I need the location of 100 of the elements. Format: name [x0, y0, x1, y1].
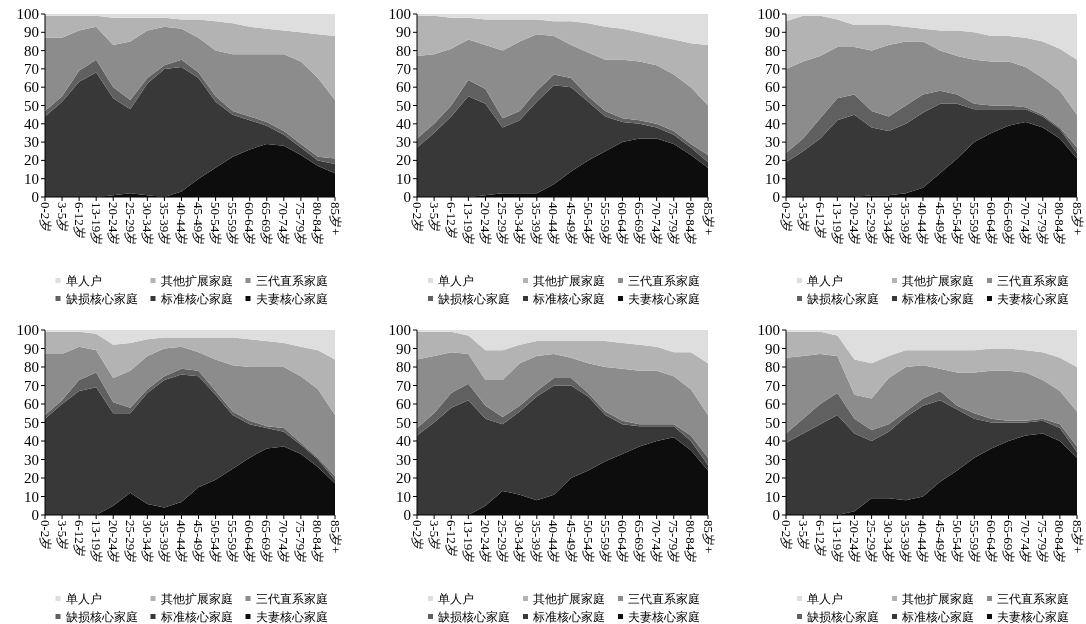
x-tick-label: 0-2岁 [778, 202, 794, 233]
x-tick-label: 30-34岁 [512, 520, 528, 564]
x-tick-label: 6-12岁 [812, 202, 828, 239]
legend-label: 标准核心家庭 [901, 610, 974, 624]
legend-label: 缺损核心家庭 [438, 610, 510, 624]
x-tick-label: 80-84岁 [683, 520, 699, 564]
x-tick-label: 20-24岁 [105, 520, 121, 564]
y-tick-label: 90 [765, 340, 780, 357]
y-tick-label: 90 [24, 24, 39, 41]
x-tick-label: 75-79岁 [666, 202, 682, 246]
x-tick-label: 40-44岁 [915, 202, 931, 246]
x-tick-label: 45-49岁 [191, 202, 207, 246]
y-tick-label: 80 [24, 359, 39, 375]
x-tick-label: 30-34岁 [139, 520, 155, 564]
x-tick-label: 35-39岁 [156, 202, 172, 246]
x-tick-label: 35-39岁 [529, 202, 545, 246]
x-tick-label: 6-12岁 [71, 202, 87, 239]
y-tick-label: 0 [772, 507, 780, 523]
x-tick-label: 80-84岁 [310, 202, 326, 246]
x-tick-label: 75-79岁 [1035, 202, 1051, 246]
x-tick-label: 85岁+ [700, 520, 716, 554]
y-tick-label: 50 [396, 414, 411, 431]
x-tick-label: 25-29岁 [864, 202, 880, 246]
x-tick-label: 80-84岁 [1052, 202, 1068, 246]
legend-label: 其他扩展家庭 [902, 592, 974, 606]
y-tick-label: 60 [24, 79, 39, 96]
y-tick-label: 80 [396, 359, 411, 375]
x-tick-label: 75-79岁 [293, 202, 309, 246]
y-tick-label: 30 [396, 134, 411, 151]
y-tick-label: 90 [24, 340, 39, 357]
x-tick-label: 25-29岁 [122, 520, 138, 564]
y-tick-label: 80 [765, 42, 780, 59]
x-tick-label: 6-12岁 [71, 520, 87, 557]
legend-label: 标准核心家庭 [159, 292, 233, 306]
x-tick-label: 3-5岁 [795, 520, 811, 551]
x-tick-label: 75-79岁 [293, 520, 309, 564]
y-tick-label: 40 [24, 433, 39, 449]
y-tick-label: 10 [396, 488, 411, 505]
y-tick-label: 10 [396, 170, 411, 187]
x-tick-label: 0-2岁 [37, 520, 53, 551]
x-tick-label: 75-79岁 [1035, 520, 1051, 564]
x-tick-label: 70-74岁 [1018, 202, 1034, 246]
x-tick-label: 6-12岁 [812, 520, 828, 557]
y-tick-label: 30 [24, 134, 39, 151]
x-tick-label: 40-44岁 [546, 202, 562, 246]
x-tick-label: 70-74岁 [276, 202, 292, 246]
x-tick-label: 85岁+ [327, 202, 343, 236]
legend-label: 缺损核心家庭 [807, 292, 879, 306]
y-tick-label: 30 [765, 451, 780, 468]
x-tick-label: 50-54岁 [949, 520, 965, 564]
y-tick-label: 30 [765, 134, 780, 151]
x-tick-label: 0-2岁 [409, 520, 425, 551]
y-tick-label: 90 [765, 24, 780, 41]
y-tick-label: 80 [24, 42, 39, 59]
x-tick-label: 0-2岁 [37, 202, 53, 233]
legend-label: 其他扩展家庭 [902, 274, 974, 288]
y-tick-label: 90 [396, 24, 411, 41]
x-tick-label: 55-59岁 [225, 202, 241, 246]
x-tick-label: 3-5岁 [54, 520, 70, 551]
x-tick-label: 25-29岁 [122, 202, 138, 246]
x-tick-label: 30-34岁 [881, 520, 897, 564]
x-tick-label: 65-69岁 [1001, 202, 1017, 246]
legend-label: 缺损核心家庭 [807, 610, 879, 624]
y-tick-label: 20 [24, 470, 39, 486]
x-tick-label: 20-24岁 [105, 202, 121, 246]
x-tick-label: 60-64岁 [242, 202, 258, 246]
x-tick-label: 0-2岁 [409, 202, 425, 233]
y-tick-label: 20 [24, 152, 39, 169]
x-tick-label: 30-34岁 [139, 202, 155, 246]
legend-label: 缺损核心家庭 [65, 292, 138, 306]
x-tick-label: 20-24岁 [477, 520, 493, 564]
x-tick-label: 85岁+ [1069, 520, 1085, 554]
x-tick-label: 45-49岁 [563, 520, 579, 564]
x-tick-label: 40-44岁 [546, 520, 562, 564]
legend-label: 夫妻核心家庭 [628, 292, 700, 306]
x-tick-label: 30-34岁 [881, 202, 897, 246]
y-tick-label: 20 [396, 152, 411, 169]
x-tick-label: 35-39岁 [156, 520, 172, 564]
legend-label: 其他扩展家庭 [160, 592, 233, 606]
y-tick-label: 20 [765, 470, 780, 486]
x-tick-label: 25-29岁 [864, 520, 880, 564]
legend-label: 其他扩展家庭 [533, 592, 605, 606]
y-tick-label: 20 [765, 152, 780, 169]
x-tick-label: 85岁+ [1069, 202, 1085, 236]
y-tick-label: 70 [24, 377, 39, 394]
x-tick-label: 60-64岁 [983, 202, 999, 246]
x-tick-label: 13-19岁 [460, 520, 476, 564]
x-tick-label: 45-49岁 [191, 520, 207, 564]
y-tick-label: 40 [396, 433, 411, 449]
x-tick-label: 50-54岁 [580, 520, 596, 564]
y-tick-label: 0 [772, 189, 780, 205]
y-tick-label: 80 [396, 42, 411, 59]
y-tick-label: 40 [396, 115, 411, 132]
y-tick-label: 20 [396, 470, 411, 486]
x-tick-label: 30-34岁 [512, 202, 528, 246]
y-tick-label: 0 [403, 189, 411, 205]
legend-label: 夫妻核心家庭 [997, 610, 1069, 624]
legend-label: 三代直系家庭 [255, 592, 328, 606]
x-tick-label: 50-54岁 [580, 202, 596, 246]
x-tick-label: 35-39岁 [898, 202, 914, 246]
